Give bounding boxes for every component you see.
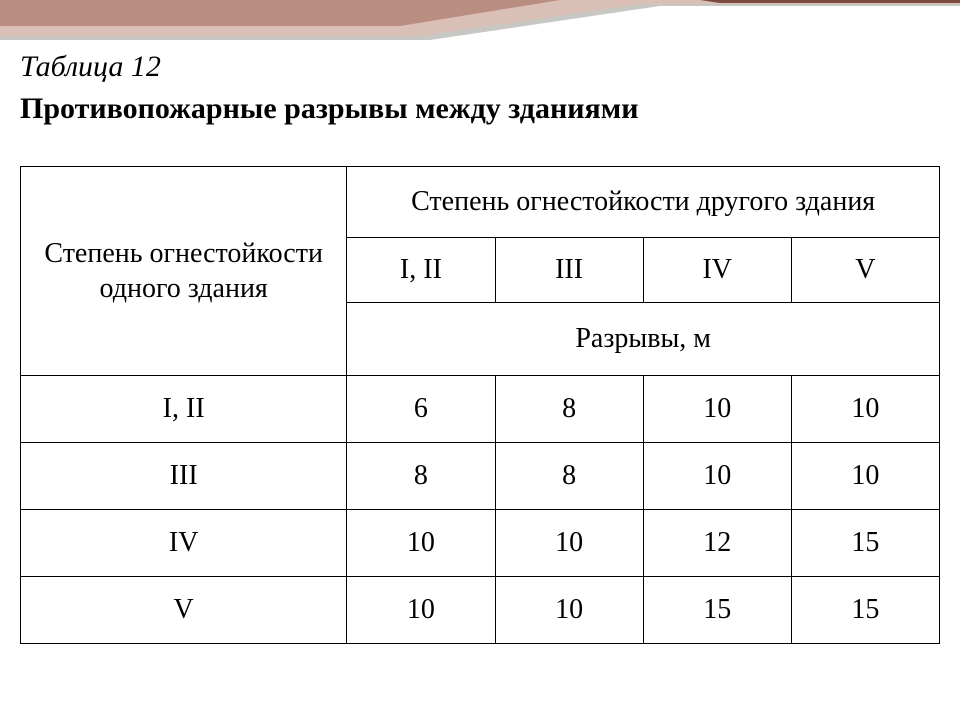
cell: 10 <box>495 577 643 644</box>
table-row: III 8 8 10 10 <box>21 443 940 510</box>
cell: 12 <box>643 510 791 577</box>
row-header-title-line2: одного здания <box>100 273 268 304</box>
fire-gap-table: Степень огнестойкости одного здания Степ… <box>20 166 940 644</box>
cell: 10 <box>347 577 495 644</box>
row-label: I, II <box>21 376 347 443</box>
cell: 8 <box>495 443 643 510</box>
cell: 10 <box>347 510 495 577</box>
cell: 10 <box>643 443 791 510</box>
table-title: Противопожарные разрывы между зданиями <box>20 92 940 126</box>
col-label: IV <box>643 238 791 303</box>
cell: 6 <box>347 376 495 443</box>
table-row: IV 10 10 12 15 <box>21 510 940 577</box>
row-label: III <box>21 443 347 510</box>
cell: 10 <box>791 376 939 443</box>
column-group-header: Степень огнестойкости другого здания <box>347 167 940 238</box>
table-caption: Таблица 12 <box>20 50 940 84</box>
row-header-title: Степень огнестойкости одного здания <box>21 167 347 376</box>
col-label: V <box>791 238 939 303</box>
cell: 10 <box>791 443 939 510</box>
col-label: III <box>495 238 643 303</box>
cell: 15 <box>791 510 939 577</box>
cell: 8 <box>347 443 495 510</box>
table-row: I, II 6 8 10 10 <box>21 376 940 443</box>
cell: 15 <box>643 577 791 644</box>
table-row: V 10 10 15 15 <box>21 577 940 644</box>
cell: 15 <box>791 577 939 644</box>
col-label: I, II <box>347 238 495 303</box>
unit-header: Разрывы, м <box>347 303 940 376</box>
cell: 8 <box>495 376 643 443</box>
decorative-ribbon-banner <box>0 0 960 40</box>
row-label: IV <box>21 510 347 577</box>
row-label: V <box>21 577 347 644</box>
cell: 10 <box>643 376 791 443</box>
cell: 10 <box>495 510 643 577</box>
row-header-title-line1: Степень огнестойкости <box>44 238 323 269</box>
